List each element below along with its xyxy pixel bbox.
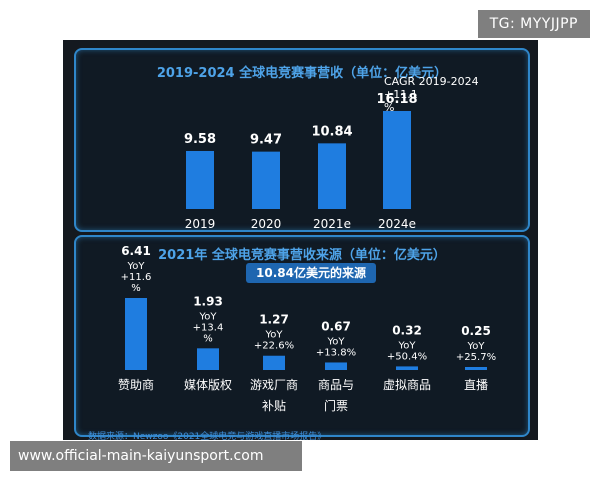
source-category-label: 直播 [464,378,488,392]
value-label-2019: 9.58 [184,132,216,147]
revenue-trend-panel: 2019-2024 全球电竞赛事营收（单位：亿美元） 9.58 2019 9.47 2… [74,48,530,232]
source-value-label: 1.27 [259,313,289,327]
source-value-label: 0.67 [321,319,351,333]
yoy-label: YoY [397,340,416,351]
source-bar-3 [325,362,347,370]
source-category-label: 补贴 [262,399,286,413]
revenue-trend-chart: 9.58 2019 9.47 2020 10.84 2021e 16.18 2024e CAGR… [184,75,479,230]
yoy-label: +50.4% [387,351,427,362]
yoy-label: +13.4 [193,322,224,333]
yoy-label: % [203,333,213,344]
x-tick-2020: 2020 [251,217,282,230]
value-label-2024e: 16.18 [376,92,417,107]
source-value-label: 0.32 [392,323,422,337]
revenue-source-chart: 6.41YoY+11.6%赞助商1.93YoY+13.4%媒体版权1.27YoY… [118,244,496,413]
source-bar-0 [125,298,147,370]
yoy-label: +22.6% [254,341,294,352]
source-category-label: 游戏厂商 [250,377,298,392]
source-bar-5 [465,367,487,370]
revenue-trend-title: 2019-2024 全球电竞赛事营收（单位：亿美元） [156,66,448,81]
cagr-annotation-line: CAGR 2019-2024 [384,75,479,88]
revenue-source-panel: 2021年 全球电竞赛事营收来源（单位：亿美元） 10.84亿美元的来源 6.4… [74,235,530,437]
bar-2024e [383,111,411,209]
website-watermark: www.official-main-kaiyunsport.com [10,441,302,471]
value-label-2021e: 10.84 [311,124,352,139]
bar-2021e [318,143,346,209]
x-tick-2021e: 2021e [313,217,351,230]
source-value-label: 6.41 [121,244,151,258]
source-bar-2 [263,355,285,370]
yoy-label: YoY [264,330,283,341]
cagr-annotation-line: +11.1 [384,88,418,101]
x-tick-2024e: 2024e [378,217,416,230]
tg-badge: TG: MYYJJPP [477,10,590,38]
yoy-label: +13.8% [316,347,356,358]
bar-2020 [252,151,280,209]
yoy-label: +25.7% [456,352,496,363]
source-bar-4 [396,366,418,370]
revenue-source-subtitle: 10.84亿美元的来源 [246,263,376,283]
yoy-label: YoY [466,341,485,352]
source-category-label: 虚拟商品 [383,377,431,392]
yoy-label: YoY [126,261,145,272]
data-source-note: 数据来源：Newzoo《2021全球电竞与游戏直播市场报告》 [88,432,327,442]
source-category-label: 商品与 [318,377,354,392]
source-category-label: 门票 [324,398,348,413]
source-category-label: 媒体版权 [184,378,232,392]
yoy-label: YoY [326,336,345,347]
cagr-annotation-line: % [384,101,394,114]
value-label-2020: 9.47 [250,133,282,148]
source-value-label: 1.93 [193,294,223,308]
bar-2019 [186,150,214,209]
x-tick-2019: 2019 [185,217,216,230]
yoy-label: YoY [198,311,217,322]
esports-revenue-infographic: 2019-2024 全球电竞赛事营收（单位：亿美元） 9.58 2019 9.47 2… [63,40,538,442]
source-bar-1 [197,348,219,370]
yoy-label: % [131,283,141,294]
revenue-source-title: 2021年 全球电竞赛事营收来源（单位：亿美元） [158,248,446,263]
yoy-label: +11.6 [121,272,152,283]
source-value-label: 0.25 [461,324,491,338]
source-category-label: 赞助商 [118,377,154,392]
